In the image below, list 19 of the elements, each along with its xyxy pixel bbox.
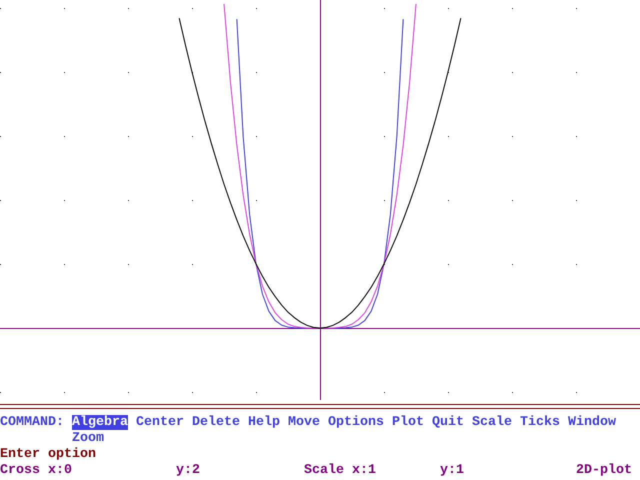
text: Window — [568, 415, 616, 430]
text: y:1 — [440, 463, 464, 479]
text: Cross x:0 — [0, 463, 72, 479]
text: 2D-plot — [576, 463, 632, 479]
text: COMMAND: — [0, 415, 64, 431]
text: Plot — [392, 415, 424, 430]
text: Options — [328, 415, 384, 430]
text: Algebra — [72, 415, 128, 430]
text: Scale x:1 — [304, 463, 376, 479]
text: Quit — [432, 415, 464, 430]
text: Delete — [192, 415, 240, 430]
text: Zoom — [72, 431, 104, 446]
text: Help — [248, 415, 280, 430]
text: Ticks — [520, 415, 560, 430]
text: Scale — [472, 415, 512, 430]
text: y:2 — [176, 463, 200, 479]
text: Center — [136, 415, 184, 430]
text: Enter option — [0, 447, 96, 463]
text: Move — [288, 415, 320, 430]
